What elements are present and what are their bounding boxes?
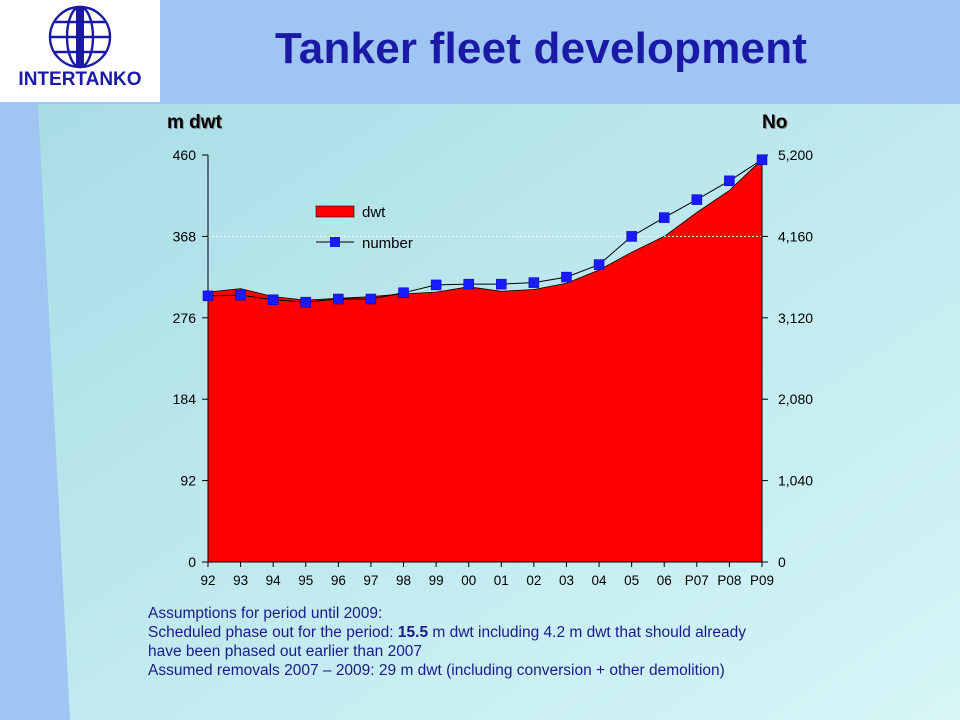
number-point <box>430 279 442 291</box>
notes-line-4: Assumed removals 2007 – 2009: 29 m dwt (… <box>148 662 725 679</box>
intertanko-logo: INTERTANKO <box>0 0 160 100</box>
number-point <box>235 289 246 301</box>
right-tick-label: 4,160 <box>778 228 813 244</box>
header-band <box>160 0 960 105</box>
x-tick-label: 06 <box>657 573 672 588</box>
legend-number-label: number <box>362 235 413 252</box>
left-tick-label: 276 <box>173 310 197 326</box>
number-point <box>300 296 312 308</box>
number-point <box>333 293 344 305</box>
right-tick-label: 2,080 <box>778 391 813 407</box>
number-point <box>724 175 735 187</box>
notes-line-1: Assumptions for period until 2009: <box>148 605 383 622</box>
number-point <box>496 278 507 290</box>
number-point <box>626 231 637 242</box>
left-tick-label: 184 <box>173 391 197 407</box>
notes-line-2-start: Scheduled phase out for the period: <box>148 624 398 641</box>
left-tick-label: 92 <box>180 473 196 489</box>
x-tick-label: P08 <box>717 573 741 588</box>
x-tick-label: 00 <box>461 573 476 588</box>
left-tick-label: 460 <box>173 147 197 163</box>
left-tick-label: 0 <box>188 554 196 570</box>
notes-line-3: have been phased out earlier than 2007 <box>148 643 423 660</box>
x-tick-label: P07 <box>685 573 709 588</box>
notes-phase-out-value: 15.5 <box>397 624 429 641</box>
left-axis-title: m dwt <box>167 112 222 133</box>
number-point <box>561 271 572 283</box>
right-tick-label: 0 <box>778 554 786 570</box>
right-axis-title: No <box>762 112 788 133</box>
number-point <box>267 294 279 306</box>
notes-line-2: Scheduled phase out for the period: 15.5… <box>148 623 908 642</box>
globe-icon: INTERTANKO <box>18 5 142 90</box>
x-tick-label: 92 <box>200 573 215 588</box>
left-tick-label: 368 <box>173 228 197 244</box>
number-point <box>202 290 214 302</box>
dwt-area <box>207 158 763 563</box>
number-point <box>365 293 377 305</box>
assumption-notes: Assumptions for period until 2009: Sched… <box>148 604 908 680</box>
number-point <box>756 154 768 165</box>
number-point <box>398 287 409 299</box>
logo-text: INTERTANKO <box>18 69 141 90</box>
x-tick-label: 94 <box>266 573 282 588</box>
legend-dwt-swatch <box>315 205 355 218</box>
number-point <box>658 212 670 223</box>
x-tick-label: 97 <box>363 573 378 588</box>
number-line <box>207 159 763 303</box>
legend-number-marker <box>330 237 340 247</box>
number-point <box>691 194 703 205</box>
number-point <box>463 278 474 290</box>
number-point <box>593 259 605 270</box>
x-tick-label: 99 <box>429 573 444 588</box>
x-tick-label: 98 <box>396 573 411 588</box>
right-tick-label: 3,120 <box>778 310 813 326</box>
x-tick-label: 01 <box>494 573 509 588</box>
x-tick-label: 03 <box>559 573 574 588</box>
notes-line-2-end: m dwt including 4.2 m dwt that should al… <box>428 624 746 641</box>
x-tick-label: 02 <box>526 573 541 588</box>
x-tick-label: 95 <box>298 573 313 588</box>
page-title: Tanker fleet development <box>275 24 808 73</box>
x-tick-label: 93 <box>233 573 248 588</box>
number-point <box>528 277 540 288</box>
x-tick-label: 96 <box>331 573 346 588</box>
right-tick-label: 5,200 <box>778 147 813 163</box>
x-tick-label: 04 <box>592 573 608 588</box>
legend-dwt-label: dwt <box>362 204 386 221</box>
x-tick-label: P09 <box>750 573 774 588</box>
x-tick-label: 05 <box>624 573 639 588</box>
right-tick-label: 1,040 <box>778 473 813 489</box>
